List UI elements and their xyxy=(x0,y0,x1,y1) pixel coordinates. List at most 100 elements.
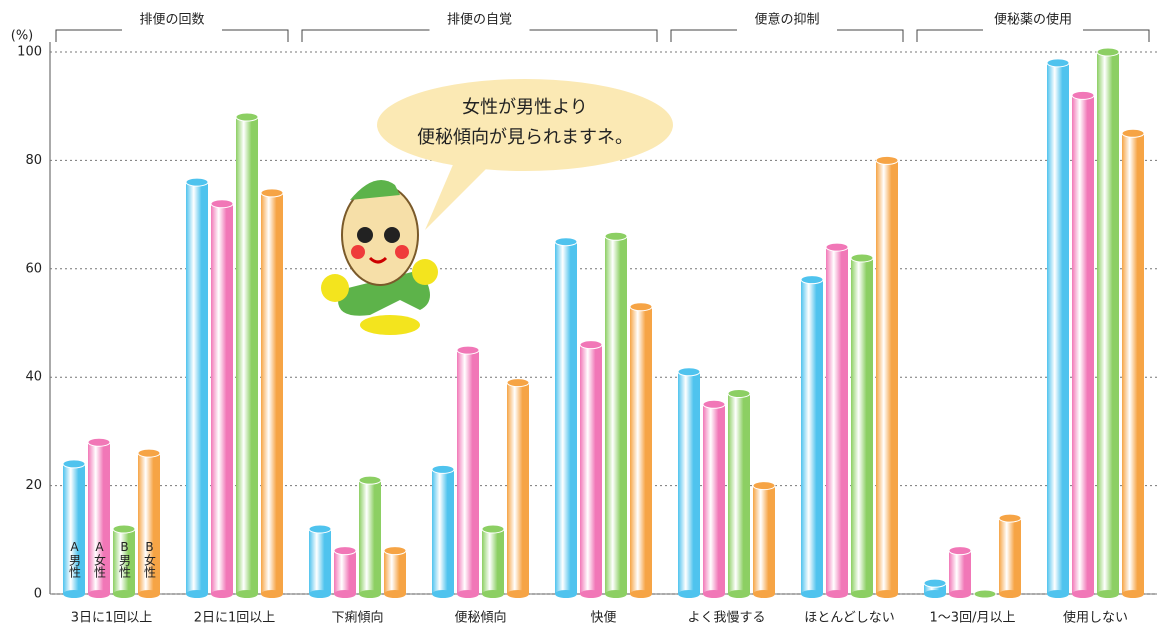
bar-body xyxy=(88,442,110,594)
bar xyxy=(137,448,161,598)
bar xyxy=(677,367,701,598)
bar-cap xyxy=(727,388,751,398)
bar xyxy=(383,546,407,598)
bar-cap xyxy=(1071,90,1095,100)
bar-cap xyxy=(308,524,332,534)
bar-body xyxy=(555,241,577,594)
annotation-line: 女性が男性より xyxy=(462,97,588,118)
bar-body xyxy=(432,469,454,594)
bar-cap xyxy=(752,481,776,491)
bar-cap xyxy=(702,399,726,409)
bar-base xyxy=(63,590,85,598)
bar xyxy=(1096,47,1120,598)
y-tick-label: 100 xyxy=(17,45,42,60)
bar-base xyxy=(876,590,898,598)
bar xyxy=(629,302,653,598)
bar-body xyxy=(703,404,725,594)
mascot-mouth xyxy=(368,256,388,264)
legend-label: B女性 xyxy=(143,540,157,579)
bar xyxy=(260,188,284,598)
bubble-tail xyxy=(425,160,490,230)
bar-cap xyxy=(998,513,1022,523)
x-tick-label: ほとんどしない xyxy=(804,611,895,626)
bar-body xyxy=(236,117,258,594)
bar-cap xyxy=(260,188,284,198)
bar-body xyxy=(186,182,208,594)
group-label-bg xyxy=(122,10,222,32)
x-tick-label: 2日に1回以上 xyxy=(194,611,276,626)
bar xyxy=(554,237,578,598)
bar-cap xyxy=(973,589,997,599)
group-label: 排便の回数 xyxy=(139,13,204,28)
bar-body xyxy=(211,203,233,594)
group-label: 便秘薬の使用 xyxy=(994,12,1072,28)
bar xyxy=(62,459,86,598)
bar-cap xyxy=(825,242,849,252)
bar-base xyxy=(457,590,479,598)
mascot-hand xyxy=(321,274,349,302)
bar xyxy=(87,437,111,598)
bar-base xyxy=(432,590,454,598)
bar-cap xyxy=(677,367,701,377)
bar xyxy=(923,578,947,598)
bar-cap xyxy=(629,302,653,312)
bar xyxy=(431,464,455,598)
mascot-head xyxy=(341,184,419,286)
bar-body xyxy=(999,518,1021,594)
bar-body xyxy=(457,350,479,594)
bar xyxy=(800,275,824,598)
bar-base xyxy=(678,590,700,598)
bar-base xyxy=(236,590,258,598)
bar-body xyxy=(113,528,135,594)
bar xyxy=(875,155,899,598)
bar-base xyxy=(88,590,110,598)
bar-body xyxy=(1122,133,1144,595)
group-label: 排便の自覚 xyxy=(447,13,512,28)
bar-cap xyxy=(800,275,824,285)
bar-body xyxy=(138,453,160,594)
bar-cap xyxy=(1046,58,1070,68)
bar xyxy=(973,589,997,599)
bar-base xyxy=(728,590,750,598)
bar xyxy=(702,399,726,598)
bar-body xyxy=(949,550,971,594)
bar-cap xyxy=(210,199,234,209)
bar-body xyxy=(801,279,823,594)
bar xyxy=(456,345,480,598)
bar-base xyxy=(211,590,233,598)
bar-body xyxy=(334,550,356,594)
bar-body xyxy=(678,371,700,594)
x-tick-label: 1～3回/月以上 xyxy=(930,611,1016,626)
bar xyxy=(727,388,751,598)
bar-base xyxy=(753,590,775,598)
bar-cap xyxy=(456,345,480,355)
bar-cap xyxy=(1121,128,1145,138)
bar-body xyxy=(1072,95,1094,595)
bar xyxy=(481,524,505,598)
x-tick-label: 快便 xyxy=(590,611,616,626)
bar-base xyxy=(1072,590,1094,598)
bar-cap xyxy=(604,231,628,241)
bar-base xyxy=(113,590,135,598)
bar xyxy=(604,231,628,598)
bar-body xyxy=(261,192,283,595)
bar-cap xyxy=(185,177,209,187)
legend-label: A女性 xyxy=(93,540,107,579)
bar-body xyxy=(1097,52,1119,594)
annotation-line: 便秘傾向が見られますネ。 xyxy=(417,127,633,148)
bar-base xyxy=(1097,590,1119,598)
bar-cap xyxy=(554,237,578,247)
bar-cap xyxy=(579,340,603,350)
bar-base xyxy=(555,590,577,598)
x-tick-label: 使用しない xyxy=(1063,610,1128,626)
bar-base xyxy=(186,590,208,598)
bar-body xyxy=(826,247,848,594)
legend-label: B男性 xyxy=(118,540,132,579)
bar-body xyxy=(384,550,406,594)
bar-body xyxy=(630,306,652,594)
bar-cap xyxy=(1096,47,1120,57)
mascot xyxy=(321,180,438,335)
bar-body xyxy=(507,382,529,594)
x-tick-label: 3日に1回以上 xyxy=(71,611,153,626)
bar-cap xyxy=(948,546,972,556)
